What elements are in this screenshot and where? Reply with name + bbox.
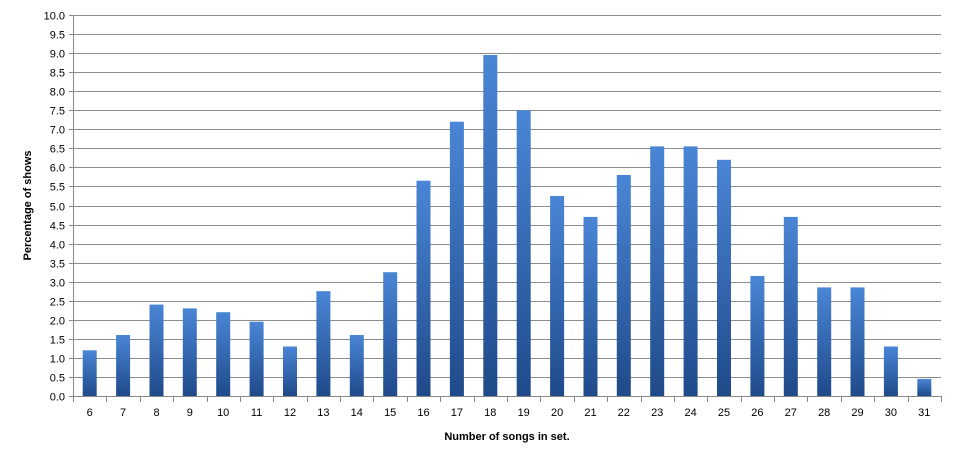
y-tick-label: 7.5 [50, 106, 65, 118]
y-tick-label: 5.0 [50, 202, 65, 214]
x-tick-label: 18 [484, 407, 496, 419]
bar-25 [717, 159, 731, 396]
bar-21 [583, 216, 598, 396]
x-tick-label: 9 [187, 407, 193, 419]
y-tick-label: 10.0 [44, 11, 65, 23]
x-tick-label: 14 [351, 407, 363, 419]
y-tick-label: 8.5 [50, 68, 65, 80]
x-tick-label: 27 [785, 407, 797, 419]
y-tick-label: 3.5 [50, 259, 65, 271]
y-tick-label: 5.5 [50, 182, 65, 194]
x-tick-label: 31 [918, 407, 930, 419]
bar-24 [683, 146, 698, 396]
y-tick-label: 6.5 [50, 144, 65, 156]
y-tick-label: 3.0 [50, 278, 65, 290]
y-tick-label: 0.5 [50, 373, 65, 385]
x-tick-label: 10 [217, 407, 229, 419]
y-axis-title: Percentage of shows [22, 150, 34, 260]
x-tick-label: 19 [518, 407, 530, 419]
y-tick-label: 1.5 [50, 335, 65, 347]
x-tick-label: 24 [684, 407, 696, 419]
bar-28 [817, 287, 832, 396]
x-tick-label: 13 [317, 407, 329, 419]
y-tick-label: 2.0 [50, 316, 65, 328]
y-tick-label: 2.5 [50, 297, 65, 309]
bar-19 [516, 110, 531, 397]
y-tick-label: 8.0 [50, 87, 65, 99]
x-tick-label: 7 [120, 407, 126, 419]
bar-16 [416, 180, 431, 396]
bar-27 [783, 216, 798, 396]
x-tick-label: 16 [417, 407, 429, 419]
x-tick-labels: 6 7 8 9 10 11 12 13 14 15 16 17 18 19 20 21 22 23 24 25 26 27… [87, 407, 931, 419]
bar-8 [149, 304, 164, 396]
x-tick-label: 25 [718, 407, 730, 419]
bar-15 [383, 272, 398, 396]
x-tick-label: 23 [651, 407, 663, 419]
gridlines [73, 15, 941, 397]
y-tick-label: 4.5 [50, 221, 65, 233]
y-tick-labels: 0.0 0.5 1.0 1.5 2.0 2.5 3.0 3.5 4.0 4.5 5.0 5.5 6.0 6… [44, 11, 65, 404]
bar-10 [216, 312, 231, 396]
axes [69, 15, 942, 402]
bar-29 [850, 287, 865, 396]
bar-26 [750, 276, 765, 396]
bar-23 [650, 146, 665, 396]
y-tick-label: 1.0 [50, 354, 65, 366]
x-tick-label: 15 [384, 407, 396, 419]
x-tick-label: 26 [751, 407, 763, 419]
bar-31 [917, 378, 932, 396]
x-tick-label: 6 [87, 407, 93, 419]
bars [82, 55, 932, 397]
x-tick-label: 20 [551, 407, 563, 419]
y-tick-label: 9.5 [50, 30, 65, 42]
x-tick-label: 30 [885, 407, 897, 419]
bar-18 [483, 55, 498, 396]
bar-7 [116, 335, 131, 396]
x-tick-label: 21 [584, 407, 596, 419]
bar-14 [349, 335, 364, 396]
x-tick-label: 29 [851, 407, 863, 419]
bar-30 [883, 346, 898, 396]
x-tick-label: 11 [251, 407, 262, 419]
x-tick-label: 12 [284, 407, 296, 419]
y-tick-label: 4.0 [50, 240, 65, 252]
x-tick-label: 17 [451, 407, 463, 419]
bar-22 [616, 175, 631, 396]
y-tick-label: 6.0 [50, 163, 65, 175]
bar-13 [316, 291, 331, 396]
bar-17 [449, 121, 464, 396]
bar-9 [182, 308, 197, 396]
bar-11 [249, 321, 264, 396]
bar-20 [550, 196, 565, 396]
x-tick-label: 8 [153, 407, 159, 419]
bar-6 [82, 350, 97, 396]
y-tick-label: 7.0 [50, 125, 65, 137]
x-axis-title: Number of songs in set. [444, 431, 569, 443]
x-tick-label: 28 [818, 407, 830, 419]
y-tick-label: 9.0 [50, 49, 65, 61]
x-tick-label: 22 [618, 407, 630, 419]
y-tick-label: 0.0 [50, 392, 65, 404]
bar-12 [283, 346, 297, 396]
